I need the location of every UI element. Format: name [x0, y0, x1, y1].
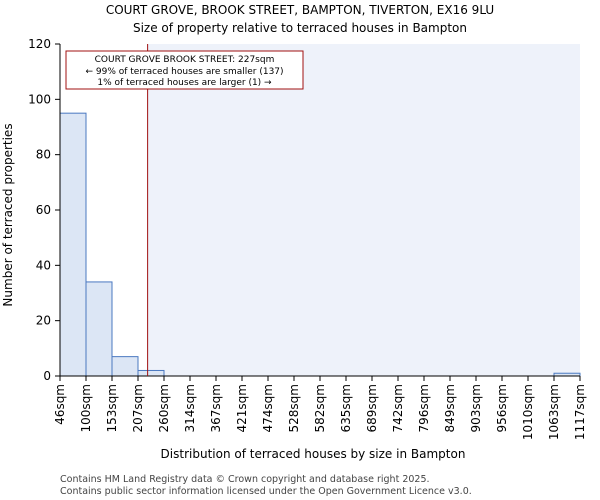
x-tick-label: 582sqm: [313, 384, 327, 432]
y-tick-label: 0: [43, 369, 51, 383]
chart-title: COURT GROVE, BROOK STREET, BAMPTON, TIVE…: [106, 3, 494, 17]
y-axis-label: Number of terraced properties: [1, 123, 15, 306]
bar: [59, 112, 87, 377]
x-tick-label: 742sqm: [391, 384, 405, 432]
x-tick-label: 314sqm: [183, 384, 197, 432]
y-tick-label: 100: [28, 92, 51, 106]
y-tick-label: 80: [36, 148, 51, 162]
y-tick-label: 20: [36, 314, 51, 328]
x-tick-label: 100sqm: [79, 384, 93, 432]
x-tick-label: 528sqm: [287, 384, 301, 432]
x-tick-label: 46sqm: [53, 384, 67, 425]
y-tick-label: 40: [36, 258, 51, 272]
marker-annotation: COURT GROVE BROOK STREET: 227sqm ← 99% o…: [65, 50, 304, 90]
x-axis-label: Distribution of terraced houses by size …: [161, 447, 466, 461]
x-tick-label: 153sqm: [105, 384, 119, 432]
x-tick-label: 1117sqm: [573, 384, 587, 440]
y-tick-label: 60: [36, 203, 51, 217]
x-tick-label: 849sqm: [443, 384, 457, 432]
x-tick-label: 260sqm: [157, 384, 171, 432]
annotation-box: [65, 50, 304, 90]
annotation-title: COURT GROVE BROOK STREET: 227sqm: [95, 55, 275, 65]
footer-line-1: Contains HM Land Registry data © Crown c…: [60, 474, 430, 485]
chart-subtitle: Size of property relative to terraced ho…: [133, 21, 467, 35]
x-tick-label: 956sqm: [495, 384, 509, 432]
x-tick-label: 1063sqm: [547, 384, 561, 440]
x-tick-label: 207sqm: [131, 384, 145, 432]
x-axis: 46sqm 100sqm 153sqm 207sqm 260sqm 314sqm 367sq…: [53, 376, 587, 440]
bar: [137, 369, 165, 377]
x-tick-label: 635sqm: [339, 384, 353, 432]
annotation-smaller: ← 99% of terraced houses are smaller (13…: [85, 67, 283, 77]
bars-group: [59, 112, 581, 377]
bar: [85, 281, 113, 377]
y-axis: 0 20 40 60 80 100 120: [28, 37, 60, 383]
bar: [111, 356, 139, 377]
larger-region-shade: [147, 44, 580, 376]
x-tick-label: 421sqm: [235, 384, 249, 432]
x-tick-label: 796sqm: [417, 384, 431, 432]
x-tick-label: 474sqm: [261, 384, 275, 432]
annotation-larger: 1% of terraced houses are larger (1) →: [97, 78, 272, 88]
x-tick-label: 1010sqm: [521, 384, 535, 440]
x-tick-label: 689sqm: [365, 384, 379, 432]
footer-line-2: Contains public sector information licen…: [60, 486, 472, 497]
x-tick-label: 903sqm: [469, 384, 483, 432]
x-tick-label: 367sqm: [209, 384, 223, 432]
y-tick-label: 120: [28, 37, 51, 51]
